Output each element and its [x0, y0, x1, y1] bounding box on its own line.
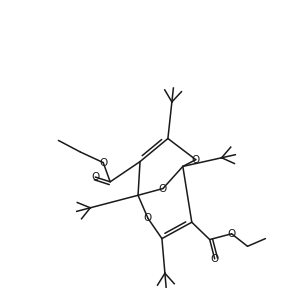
Text: O: O: [192, 155, 200, 165]
Text: O: O: [99, 158, 107, 168]
Text: O: O: [211, 254, 219, 264]
Text: O: O: [159, 184, 167, 194]
Text: O: O: [91, 172, 99, 182]
Text: O: O: [227, 229, 236, 239]
Text: O: O: [144, 213, 152, 223]
